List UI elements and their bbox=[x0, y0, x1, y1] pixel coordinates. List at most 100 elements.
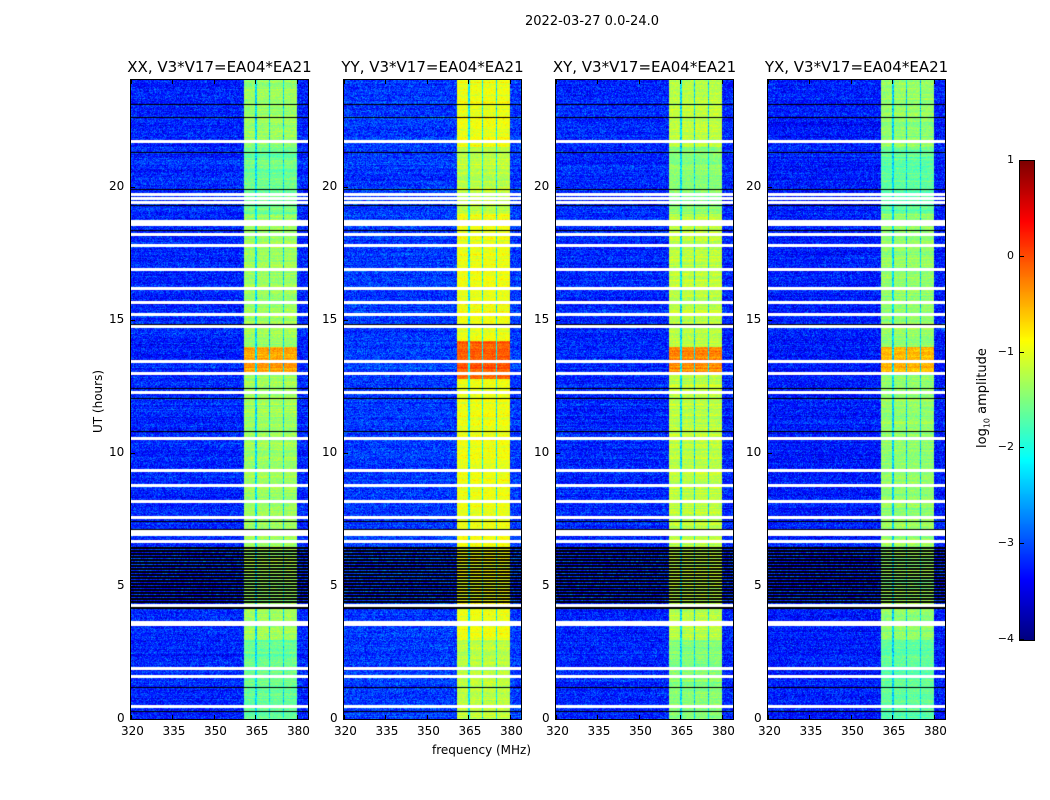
x-tick-mark bbox=[131, 80, 132, 84]
x-tick-label: 365 bbox=[245, 724, 269, 738]
x-tick-label: 320 bbox=[121, 724, 144, 738]
x-tick-label: 350 bbox=[203, 724, 227, 738]
y-tick-mark bbox=[768, 319, 772, 321]
colorbar-tick-label: −2 bbox=[997, 440, 1014, 454]
colorbar-tick-label: −3 bbox=[997, 536, 1014, 550]
heatmap-image bbox=[131, 80, 308, 719]
y-tick-mark bbox=[556, 719, 560, 720]
x-tick-mark bbox=[296, 715, 298, 719]
x-tick-mark bbox=[344, 715, 345, 719]
y-tick-label: 0 bbox=[330, 711, 338, 725]
x-tick-label: 380 bbox=[711, 724, 735, 738]
colorbar-tick-label: 0 bbox=[1007, 248, 1014, 262]
x-tick-label: 335 bbox=[799, 724, 823, 738]
y-tick-label: 20 bbox=[322, 178, 338, 193]
panel-title: YX, V3*V17=EA04*EA21 bbox=[764, 58, 949, 76]
x-tick-mark bbox=[509, 80, 511, 84]
x-tick-label: 320 bbox=[334, 724, 357, 738]
x-tick-mark bbox=[213, 80, 215, 84]
x-axis-label: frequency (MHz) bbox=[432, 743, 532, 757]
colorbar bbox=[1019, 160, 1035, 641]
panel-title: YY, V3*V17=EA04*EA21 bbox=[341, 58, 524, 76]
x-tick-mark bbox=[344, 80, 345, 84]
x-tick-mark bbox=[768, 80, 769, 84]
x-tick-mark bbox=[426, 80, 428, 84]
y-tick-mark bbox=[344, 585, 348, 587]
y-tick-label: 20 bbox=[746, 178, 762, 193]
x-tick-label: 335 bbox=[162, 724, 186, 738]
colorbar-tick-mark bbox=[1020, 351, 1024, 353]
x-tick-mark bbox=[933, 715, 935, 719]
y-tick-mark bbox=[556, 452, 560, 454]
x-tick-mark bbox=[213, 715, 215, 719]
x-tick-mark bbox=[468, 715, 470, 719]
panel-title: XY, V3*V17=EA04*EA21 bbox=[552, 58, 737, 76]
x-tick-mark bbox=[721, 80, 723, 84]
y-tick-mark bbox=[344, 186, 348, 188]
x-tick-label: 350 bbox=[628, 724, 652, 738]
x-tick-mark bbox=[426, 715, 428, 719]
y-tick-mark bbox=[131, 319, 135, 321]
heatmap-panel bbox=[343, 79, 522, 720]
y-tick-mark bbox=[344, 319, 348, 321]
y-tick-mark bbox=[768, 585, 772, 587]
x-tick-mark bbox=[638, 80, 640, 84]
y-tick-mark bbox=[131, 186, 135, 188]
x-tick-mark bbox=[597, 80, 599, 84]
x-tick-mark bbox=[556, 80, 557, 84]
colorbar-label-main: log bbox=[975, 428, 990, 448]
y-tick-mark bbox=[768, 186, 772, 188]
x-tick-mark bbox=[597, 715, 599, 719]
x-tick-label: 350 bbox=[416, 724, 440, 738]
x-tick-mark bbox=[933, 80, 935, 84]
colorbar-tick-label: −4 bbox=[997, 632, 1014, 645]
x-tick-mark bbox=[296, 80, 298, 84]
x-tick-mark bbox=[131, 715, 132, 719]
y-tick-mark bbox=[131, 452, 135, 454]
panel-title: XX, V3*V17=EA04*EA21 bbox=[127, 58, 312, 76]
y-tick-mark bbox=[556, 319, 560, 321]
x-tick-mark bbox=[850, 80, 852, 84]
x-tick-mark bbox=[468, 80, 470, 84]
x-tick-mark bbox=[809, 715, 811, 719]
figure-title: 2022-03-27 0.0-24.0 bbox=[525, 14, 659, 29]
y-tick-label: 10 bbox=[109, 444, 125, 459]
y-tick-label: 15 bbox=[534, 311, 550, 326]
heatmap-image bbox=[556, 80, 733, 719]
x-tick-mark bbox=[255, 715, 257, 719]
colorbar-tick-label: 1 bbox=[1007, 153, 1014, 166]
colorbar-label-sub: 10 bbox=[982, 417, 992, 429]
y-tick-mark bbox=[131, 585, 135, 587]
x-tick-label: 320 bbox=[546, 724, 569, 738]
y-tick-label: 0 bbox=[542, 711, 550, 725]
x-tick-mark bbox=[892, 715, 894, 719]
y-tick-label: 0 bbox=[117, 711, 125, 725]
heatmap-panel bbox=[130, 79, 309, 720]
x-tick-label: 380 bbox=[499, 724, 523, 738]
x-tick-label: 320 bbox=[758, 724, 781, 738]
heatmap-image bbox=[344, 80, 521, 719]
y-tick-label: 5 bbox=[754, 577, 762, 592]
x-tick-label: 335 bbox=[375, 724, 399, 738]
y-tick-mark bbox=[768, 719, 772, 720]
x-tick-mark bbox=[556, 715, 557, 719]
x-tick-mark bbox=[385, 80, 387, 84]
y-tick-label: 5 bbox=[542, 577, 550, 592]
x-tick-mark bbox=[255, 80, 257, 84]
y-tick-label: 15 bbox=[746, 311, 762, 326]
colorbar-tick-mark bbox=[1020, 447, 1024, 449]
y-tick-mark bbox=[768, 452, 772, 454]
x-tick-mark bbox=[892, 80, 894, 84]
x-tick-label: 365 bbox=[670, 724, 694, 738]
y-tick-label: 10 bbox=[534, 444, 550, 459]
x-tick-mark bbox=[768, 715, 769, 719]
colorbar-tick-mark bbox=[1020, 160, 1024, 161]
x-tick-mark bbox=[385, 715, 387, 719]
x-tick-label: 365 bbox=[882, 724, 906, 738]
y-tick-label: 5 bbox=[330, 577, 338, 592]
y-tick-mark bbox=[131, 719, 135, 720]
x-tick-mark bbox=[172, 80, 174, 84]
x-tick-label: 365 bbox=[458, 724, 482, 738]
x-tick-mark bbox=[638, 715, 640, 719]
y-tick-label: 10 bbox=[746, 444, 762, 459]
